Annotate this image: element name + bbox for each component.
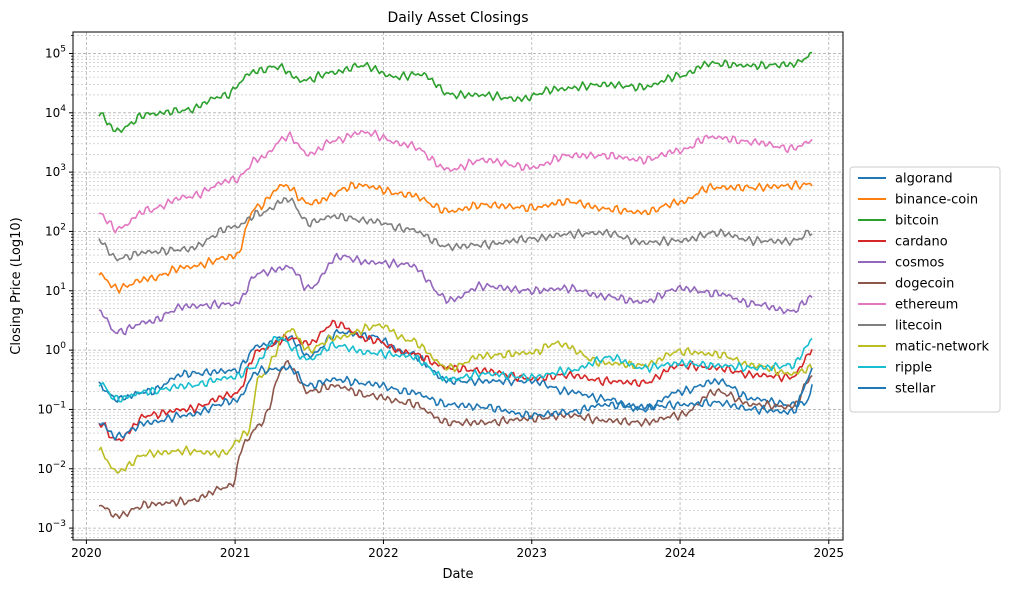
- legend-label-litecoin: litecoin: [895, 319, 942, 334]
- legend: algorand binance-coin bitcoin cardano cosmos…: [849, 166, 1001, 413]
- y-axis-label: Closing Price (Log10): [9, 217, 24, 354]
- plot-frame: [72, 31, 844, 541]
- legend-label-ripple: ripple: [895, 361, 932, 376]
- series-line-litecoin: [98, 197, 813, 262]
- grid-lines: [73, 32, 843, 540]
- series-line-stellar: [98, 364, 813, 441]
- series-line-cosmos: [98, 252, 813, 336]
- series-line-ripple: [98, 335, 813, 403]
- series-line-matic-network: [98, 323, 813, 474]
- legend-label-binance-coin: binance-coin: [895, 193, 978, 208]
- plot-area: [73, 32, 843, 540]
- series-line-algorand: [98, 328, 813, 413]
- x-tick-label: 2025: [814, 546, 845, 560]
- legend-label-cosmos: cosmos: [895, 256, 944, 271]
- x-tick-label: 2024: [665, 546, 696, 560]
- legend-label-dogecoin: dogecoin: [895, 277, 954, 292]
- y-tick-label: 10−3: [37, 519, 66, 535]
- x-tick-label: 2022: [368, 546, 399, 560]
- series-line-dogecoin: [98, 359, 813, 520]
- x-tick-label: 2020: [71, 546, 102, 560]
- series-line-binance-coin: [98, 180, 813, 294]
- legend-label-algorand: algorand: [895, 172, 953, 187]
- y-tick-label: 102: [45, 222, 66, 238]
- y-tick-label: 10−1: [37, 400, 66, 416]
- y-tick-label: 10−2: [37, 460, 66, 476]
- x-tick-label: 2023: [516, 546, 547, 560]
- chart-title: Daily Asset Closings: [387, 10, 528, 26]
- y-tick-label: 103: [45, 163, 66, 179]
- legend-label-matic-network: matic-network: [895, 340, 989, 355]
- series-line-ethereum: [98, 129, 813, 234]
- y-tick-label: 100: [45, 341, 66, 357]
- legend-label-bitcoin: bitcoin: [895, 214, 939, 229]
- axis-ticks: 10−3 10−2 10−1 100 101 102 103 104 105 2020 2021 20…: [37, 35, 845, 560]
- y-tick-label: 105: [45, 44, 66, 60]
- legend-label-ethereum: ethereum: [895, 298, 958, 313]
- legend-label-cardano: cardano: [895, 235, 948, 250]
- series-lines: [98, 51, 813, 520]
- y-tick-label: 104: [45, 104, 66, 120]
- legend-label-stellar: stellar: [895, 382, 936, 397]
- x-tick-label: 2021: [220, 546, 251, 560]
- x-axis-label: Date: [442, 567, 473, 582]
- y-tick-label: 101: [45, 282, 66, 298]
- legend-frame: [849, 166, 1001, 413]
- series-line-bitcoin: [98, 51, 813, 133]
